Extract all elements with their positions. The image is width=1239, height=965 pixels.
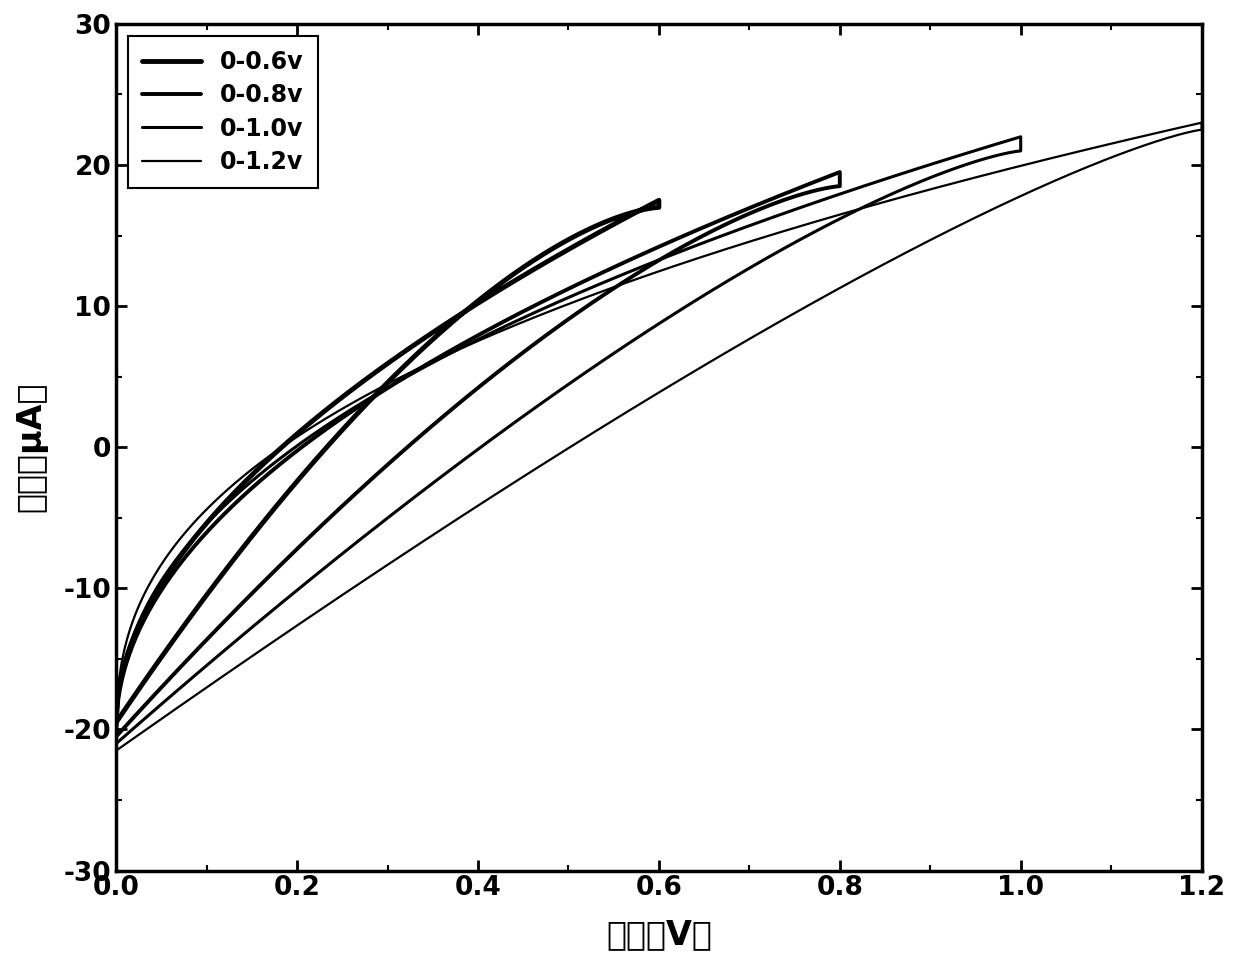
0-0.6v	[109, 709, 124, 721]
0-0.6v	[176, 547, 191, 559]
Line: 0-0.8v: 0-0.8v	[116, 172, 840, 736]
Line: 0-1.2v: 0-1.2v	[116, 123, 1202, 751]
0-1.2v	[1017, 188, 1032, 200]
0-1.0v	[764, 250, 779, 262]
0-1.2v	[242, 465, 256, 477]
0-0.8v	[715, 220, 730, 232]
0-1.0v	[109, 731, 124, 742]
0-1.2v	[631, 400, 646, 411]
0-0.8v	[109, 724, 124, 735]
Y-axis label: 电流（μA）: 电流（μA）	[14, 382, 47, 512]
0-1.0v	[818, 220, 833, 232]
0-0.8v	[197, 529, 212, 540]
0-0.8v	[457, 393, 472, 404]
0-0.8v	[833, 166, 847, 178]
0-1.0v	[544, 391, 559, 402]
0-0.6v	[259, 513, 274, 525]
X-axis label: 电压（V）: 电压（V）	[606, 918, 712, 951]
0-1.0v	[1014, 131, 1028, 143]
0-1.0v	[358, 530, 373, 541]
0-0.6v	[109, 717, 124, 729]
Line: 0-0.6v: 0-0.6v	[116, 201, 659, 723]
0-1.0v	[109, 738, 124, 750]
Line: 0-1.0v: 0-1.0v	[116, 137, 1021, 744]
0-0.8v	[633, 265, 648, 277]
0-1.2v	[109, 731, 124, 742]
0-0.8v	[309, 525, 323, 537]
0-0.6v	[370, 387, 385, 399]
0-1.2v	[408, 540, 422, 552]
0-1.0v	[866, 197, 881, 208]
0-0.8v	[109, 731, 124, 742]
0-1.2v	[960, 215, 975, 227]
0-0.6v	[652, 195, 667, 207]
0-0.6v	[502, 271, 517, 283]
0-0.8v	[676, 240, 691, 252]
0-1.2v	[109, 745, 124, 757]
0-1.0v	[219, 497, 234, 509]
Legend: 0-0.6v, 0-0.8v, 0-1.0v, 0-1.2v: 0-0.6v, 0-0.8v, 0-1.0v, 0-1.2v	[128, 36, 317, 188]
0-0.6v	[534, 249, 549, 261]
0-0.6v	[563, 233, 577, 244]
0-1.2v	[895, 249, 909, 261]
0-1.2v	[1194, 117, 1209, 128]
